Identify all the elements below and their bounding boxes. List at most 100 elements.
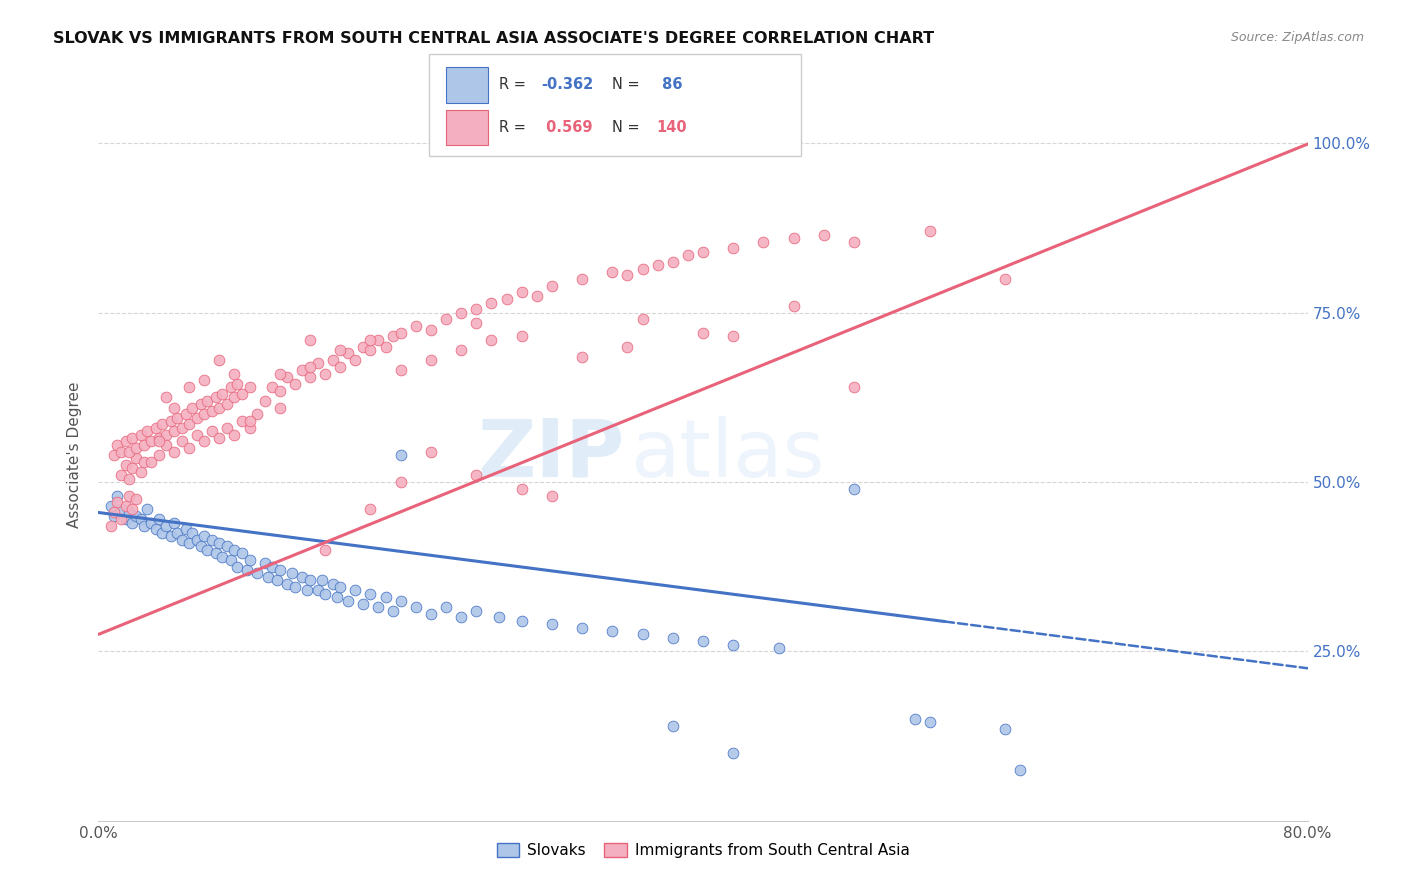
Point	[465, 316, 488, 330]
Point	[150, 525, 173, 540]
Point	[284, 580, 307, 594]
Point	[994, 272, 1017, 286]
Point	[211, 387, 233, 401]
Point	[132, 455, 155, 469]
Point	[389, 593, 412, 607]
Point	[299, 333, 322, 347]
Point	[141, 455, 163, 469]
Point	[434, 600, 457, 615]
Point	[540, 278, 562, 293]
Point	[389, 363, 412, 377]
Point	[768, 640, 790, 655]
Point	[262, 559, 284, 574]
Point	[329, 359, 352, 374]
Point	[295, 583, 318, 598]
Point	[224, 367, 246, 381]
Point	[389, 448, 412, 462]
Point	[382, 604, 405, 618]
Point	[382, 329, 405, 343]
Point	[844, 482, 866, 496]
Point	[145, 421, 167, 435]
Point	[450, 306, 472, 320]
Legend: Slovaks, Immigrants from South Central Asia: Slovaks, Immigrants from South Central A…	[491, 837, 915, 864]
Text: atlas: atlas	[630, 416, 825, 494]
Point	[571, 272, 593, 286]
Point	[336, 593, 359, 607]
Point	[322, 576, 344, 591]
Point	[100, 519, 122, 533]
Point	[166, 410, 188, 425]
Point	[205, 546, 228, 560]
Point	[221, 380, 243, 394]
Point	[118, 506, 141, 520]
Point	[246, 407, 269, 421]
Point	[155, 390, 177, 404]
Text: 86: 86	[657, 78, 682, 92]
Point	[239, 414, 262, 428]
Point	[526, 289, 548, 303]
Point	[132, 519, 155, 533]
Point	[661, 719, 683, 733]
Point	[269, 563, 291, 577]
Point	[170, 421, 193, 435]
Point	[224, 390, 246, 404]
Point	[110, 502, 132, 516]
Point	[201, 533, 224, 547]
Point	[215, 397, 238, 411]
Point	[299, 573, 322, 587]
Text: 140: 140	[657, 120, 688, 135]
Point	[110, 512, 132, 526]
Point	[647, 258, 669, 272]
Point	[208, 536, 231, 550]
Point	[661, 631, 683, 645]
Point	[141, 434, 163, 449]
Point	[314, 542, 336, 557]
Point	[488, 610, 510, 624]
Point	[692, 244, 714, 259]
Point	[360, 502, 382, 516]
Point	[631, 627, 654, 641]
Point	[105, 489, 128, 503]
Point	[311, 573, 333, 587]
Point	[465, 302, 488, 317]
Point	[299, 370, 322, 384]
Point	[329, 343, 352, 357]
Point	[224, 427, 246, 442]
Point	[125, 508, 148, 523]
Point	[360, 343, 382, 357]
Point	[239, 553, 262, 567]
Point	[103, 448, 125, 462]
Point	[616, 268, 638, 283]
Point	[208, 353, 231, 368]
Point	[179, 417, 201, 432]
Point	[352, 597, 374, 611]
Point	[110, 468, 132, 483]
Text: N =: N =	[612, 78, 644, 92]
Point	[844, 380, 866, 394]
Point	[155, 519, 177, 533]
Point	[193, 529, 215, 543]
Point	[103, 506, 125, 520]
Point	[239, 421, 262, 435]
Point	[994, 723, 1017, 737]
Point	[434, 312, 457, 326]
Point	[723, 746, 745, 760]
Point	[367, 333, 389, 347]
Point	[181, 525, 204, 540]
Point	[226, 376, 249, 391]
Point	[163, 444, 186, 458]
Point	[510, 614, 533, 628]
Point	[121, 431, 143, 445]
Point	[195, 393, 218, 408]
Point	[631, 261, 654, 276]
Point	[291, 363, 314, 377]
Point	[389, 326, 412, 340]
Point	[125, 491, 148, 506]
Point	[231, 387, 253, 401]
Point	[266, 573, 288, 587]
Point	[135, 424, 157, 438]
Point	[201, 424, 224, 438]
Point	[918, 715, 941, 730]
Point	[148, 431, 170, 445]
Point	[163, 401, 186, 415]
